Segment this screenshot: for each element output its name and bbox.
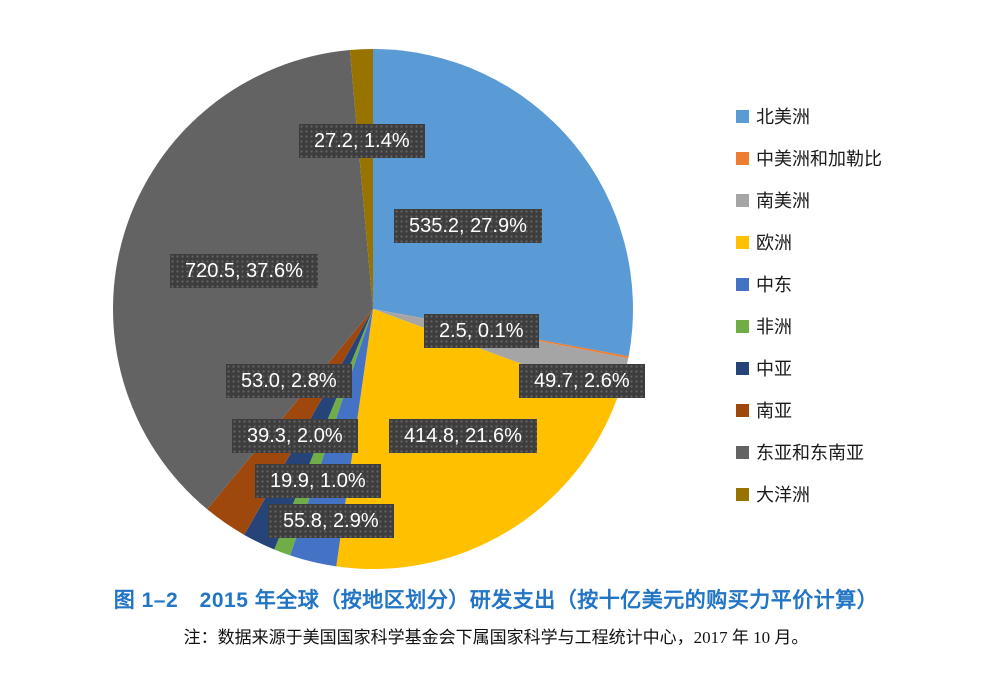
legend-label-oceania: 大洋洲 — [756, 485, 810, 505]
legend-swatch-central-america — [736, 151, 749, 165]
legend-label-europe: 欧洲 — [756, 233, 792, 253]
figure-title: 图 1–2 2015 年全球（按地区划分）研发支出（按十亿美元的购买力平价计算） — [113, 589, 879, 612]
legend-item-south-america: 南美洲 — [736, 187, 882, 213]
legend-label-central-america: 中美洲和加勒比 — [756, 149, 882, 169]
legend-swatch-africa — [736, 319, 749, 333]
legend-swatch-south-asia — [736, 403, 749, 417]
legend-label-north-america: 北美洲 — [756, 107, 810, 127]
legend-item-north-america: 北美洲 — [736, 103, 882, 129]
legend-item-south-asia: 南亚 — [736, 397, 882, 423]
pie-slice-north-america — [373, 49, 633, 357]
data-label-central-america: 2.5, 0.1% — [424, 314, 539, 348]
legend-item-central-asia: 中亚 — [736, 355, 882, 381]
chart-legend: 北美洲 中美洲和加勒比 南美洲 欧洲 中东 非洲 中亚 南亚 — [736, 103, 882, 507]
legend-item-europe: 欧洲 — [736, 229, 882, 255]
data-label-africa: 19.9, 1.0% — [255, 464, 381, 498]
legend-swatch-east-asia — [736, 445, 749, 459]
legend-swatch-north-america — [736, 109, 749, 123]
legend-label-africa: 非洲 — [756, 317, 792, 337]
legend-swatch-south-america — [736, 193, 749, 207]
data-label-europe: 414.8, 21.6% — [389, 419, 537, 453]
data-label-south-asia: 53.0, 2.8% — [226, 364, 352, 398]
legend-item-oceania: 大洋洲 — [736, 481, 882, 507]
legend-swatch-central-asia — [736, 361, 749, 375]
legend-swatch-middle-east — [736, 277, 749, 291]
legend-label-central-asia: 中亚 — [756, 359, 792, 379]
data-label-oceania: 27.2, 1.4% — [299, 124, 425, 158]
legend-label-south-asia: 南亚 — [756, 401, 792, 421]
data-label-east-asia: 720.5, 37.6% — [170, 254, 318, 288]
legend-swatch-europe — [736, 235, 749, 249]
legend-label-east-asia: 东亚和东南亚 — [756, 443, 864, 463]
data-label-south-america: 49.7, 2.6% — [519, 364, 645, 398]
legend-item-africa: 非洲 — [736, 313, 882, 339]
data-label-north-america: 535.2, 27.9% — [394, 209, 542, 243]
legend-swatch-oceania — [736, 487, 749, 501]
legend-item-middle-east: 中东 — [736, 271, 882, 297]
pie-slice-oceania — [349, 49, 373, 309]
data-label-central-asia: 39.3, 2.0% — [232, 419, 358, 453]
legend-item-central-america: 中美洲和加勒比 — [736, 145, 882, 171]
data-label-middle-east: 55.8, 2.9% — [268, 504, 394, 538]
figure-source-note: 注：数据来源于美国国家科学基金会下属国家科学与工程统计中心，2017 年 10 … — [183, 628, 809, 647]
legend-label-middle-east: 中东 — [756, 275, 792, 295]
legend-label-south-america: 南美洲 — [756, 191, 810, 211]
legend-item-east-asia: 东亚和东南亚 — [736, 439, 882, 465]
